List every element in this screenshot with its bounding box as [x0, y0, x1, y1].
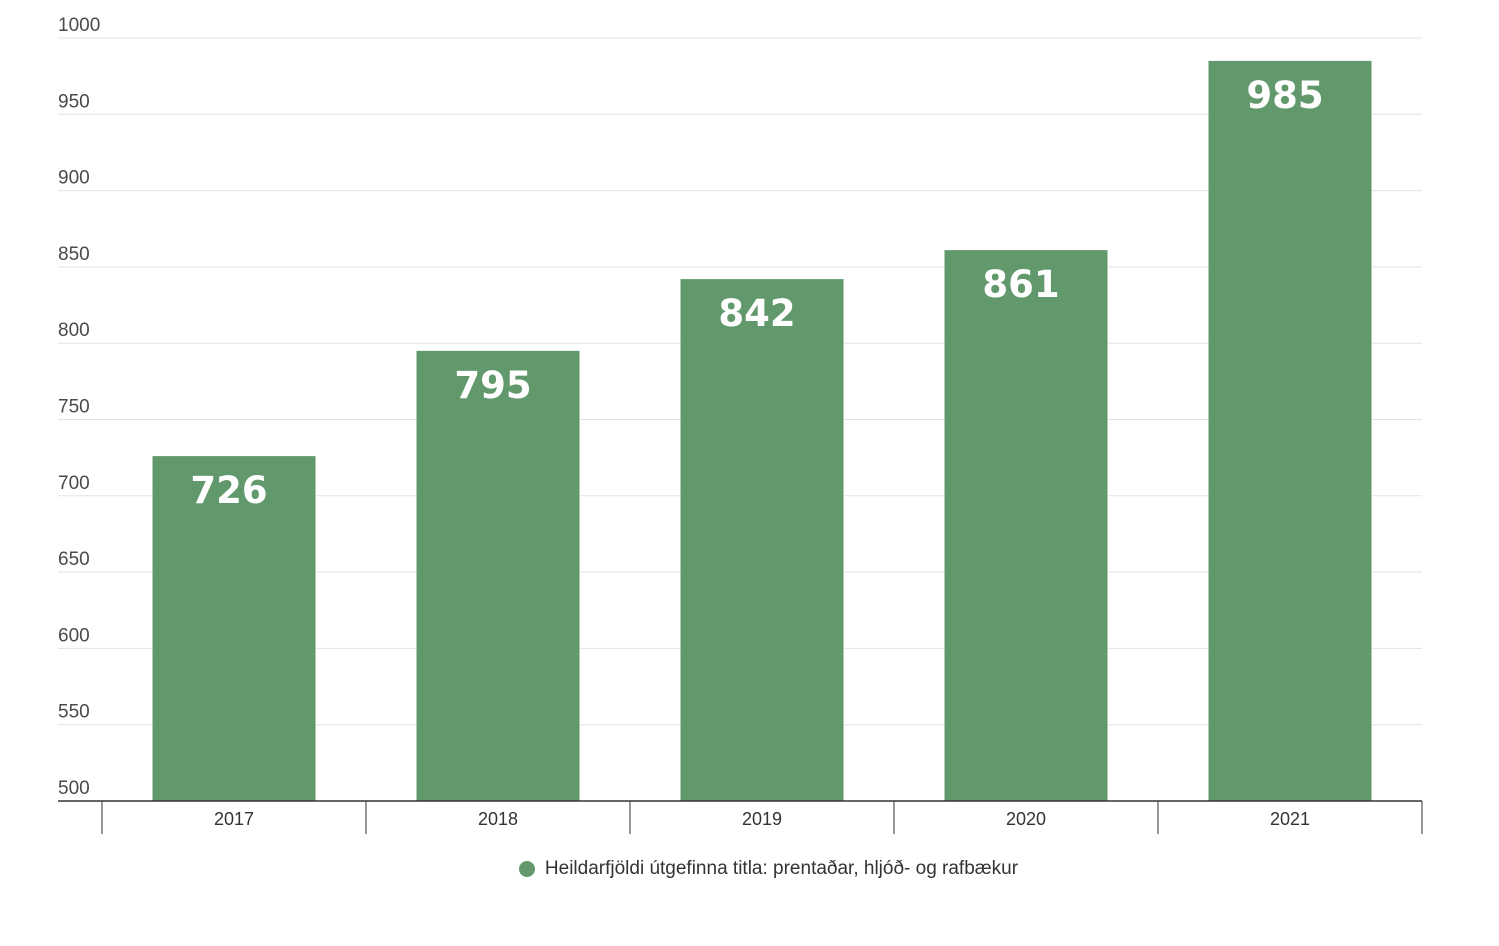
bar [680, 279, 844, 801]
y-tick-label: 800 [58, 320, 90, 341]
y-tick-label: 950 [58, 91, 90, 112]
y-tick-label: 700 [58, 473, 90, 494]
x-tick-label: 2018 [478, 809, 518, 829]
data-labels: 726 795 842 861 985 [190, 74, 1323, 512]
y-axis: 500 550 600 650 700 750 800 850 900 950 1000 [58, 15, 100, 799]
bars [152, 60, 1372, 801]
bar [152, 456, 316, 801]
legend-label: Heildarfjöldi útgefinna titla: prentaðar… [544, 858, 1019, 879]
y-tick-label: 650 [58, 549, 90, 570]
data-label: 726 [190, 469, 267, 512]
y-tick-label: 550 [58, 702, 90, 723]
data-label: 842 [718, 292, 795, 335]
bar [1208, 60, 1372, 801]
x-tick-label: 2017 [214, 809, 254, 829]
bar [944, 250, 1108, 801]
y-tick-label: 850 [58, 244, 90, 265]
y-tick-label: 1000 [58, 15, 100, 36]
x-tick-label: 2020 [1006, 809, 1046, 829]
x-tick-label: 2021 [1270, 809, 1310, 829]
bar [416, 350, 580, 801]
legend-marker [518, 861, 535, 877]
x-axis: 2017 2018 2019 2020 2021 [58, 800, 1423, 834]
y-tick-label: 900 [58, 168, 90, 189]
data-label: 985 [1246, 74, 1323, 117]
data-label: 861 [982, 263, 1059, 306]
y-tick-label: 500 [58, 778, 90, 799]
data-label: 795 [454, 364, 531, 407]
y-tick-label: 750 [58, 397, 90, 418]
x-tick-label: 2019 [742, 809, 782, 829]
y-tick-label: 600 [58, 625, 90, 646]
legend: Heildarfjöldi útgefinna titla: prentaðar… [0, 858, 1499, 880]
